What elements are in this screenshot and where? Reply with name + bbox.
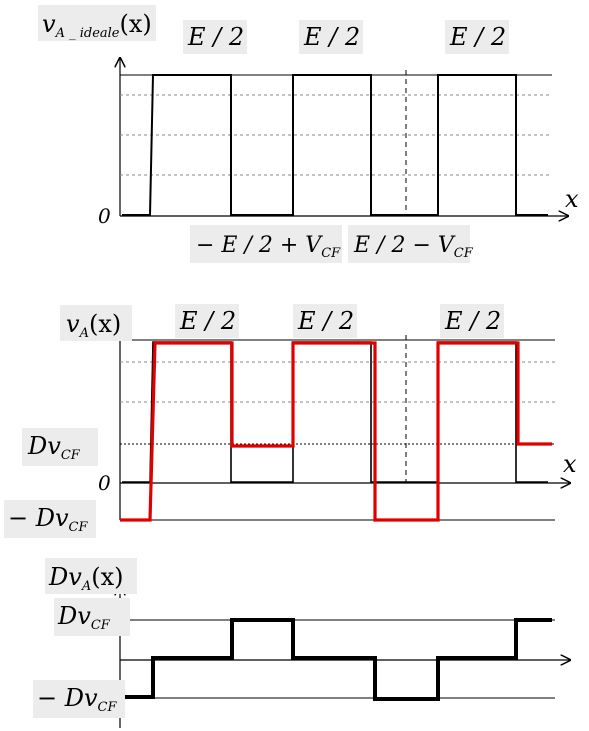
panel1-zero-label: 0 [98,204,111,228]
svg-text:E / 2 − VCF: E / 2 − VCF [353,233,474,261]
panel3-error-waveform [120,618,552,701]
panel2-top-label-2: E / 2 [293,304,357,338]
panel3-level-pos-label: DvCF [54,598,130,636]
panel2-top-label-1: E / 2 [175,304,239,338]
panel2-actual-waveform [120,341,552,522]
panel1-bottom-label-1: − E / 2 + VCF [190,225,342,263]
svg-text:vA _ ideale(x): vA _ ideale(x) [42,10,152,41]
panel2-zero-label: 0 [98,471,111,495]
svg-text:− DvCF: − DvCF [37,684,117,715]
svg-text:E / 2: E / 2 [449,23,506,51]
panel3-y-label: DvA(x) [45,558,137,594]
panel1-bottom-label-2: E / 2 − VCF [348,225,474,263]
svg-text:E / 2: E / 2 [303,23,360,51]
panel-ideal: vA _ ideale(x) E / 2 E / 2 E / 2 0 x − E… [38,5,579,263]
svg-text:E / 2: E / 2 [179,307,236,335]
svg-text:− DvCF: − DvCF [8,504,88,535]
panel1-x-label: x [565,185,579,213]
panel2-top-label-3: E / 2 [440,304,504,338]
panel-actual: vA(x) E / 2 E / 2 E / 2 DvCF 0 x − DvCF [4,304,577,538]
panel2-level-pos-label: DvCF [22,428,98,466]
svg-text:vA(x): vA(x) [66,310,121,341]
panel1-ideal-waveform [122,74,548,216]
panel1-y-label: vA _ ideale(x) [38,5,156,41]
panel1-top-label-3: E / 2 [445,20,509,54]
svg-text:DvCF: DvCF [27,432,81,463]
svg-text:DvCF: DvCF [57,602,111,633]
svg-text:− E / 2 + VCF: − E / 2 + VCF [196,233,341,261]
panel2-y-label: vA(x) [60,305,132,341]
svg-text:DvA(x): DvA(x) [48,563,123,594]
panel-error: DvA(x) DvCF − DvCF [33,558,570,728]
panel1-top-label-2: E / 2 [299,20,363,54]
panel2-x-label: x [563,450,577,478]
panel2-ideal-waveform [122,341,548,483]
svg-text:E / 2: E / 2 [444,307,501,335]
panel3-level-neg-label: − DvCF [33,680,125,718]
svg-text:E / 2: E / 2 [187,23,244,51]
panel2-level-neg-label: − DvCF [4,500,96,538]
svg-text:E / 2: E / 2 [297,307,354,335]
panel1-top-label-1: E / 2 [183,20,247,54]
